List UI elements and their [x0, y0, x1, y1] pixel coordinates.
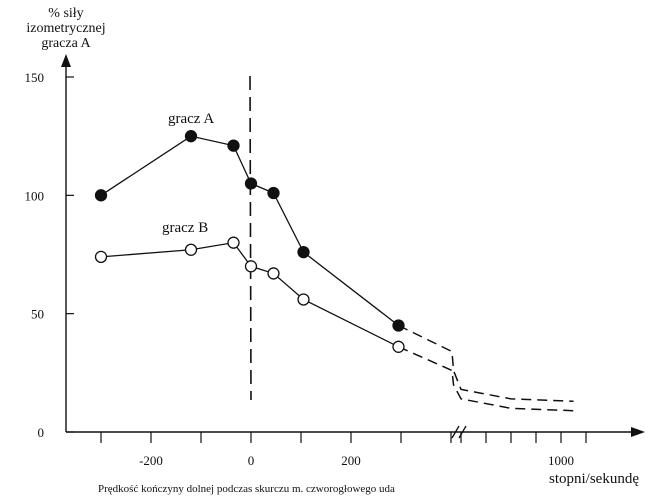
series-label-gracz-b: gracz B [162, 220, 208, 236]
x-axis-title: stopni/sekundę [549, 471, 639, 487]
x-ticks: -200 0 200 1000 [100, 432, 587, 468]
y-axis-title-line-1: % siły [48, 6, 83, 21]
y-tick-label: 0 [38, 425, 45, 440]
data-point-gracz-b [297, 293, 310, 306]
data-point-gracz-b [267, 267, 280, 280]
data-point-gracz-a [392, 319, 405, 332]
data-point-gracz-a [297, 245, 310, 259]
y-axis-title-line-2: izometrycznej [26, 21, 105, 36]
x-axis-arrow [631, 427, 645, 437]
x-tick-label: 200 [341, 453, 361, 468]
data-point-gracz-b [244, 260, 258, 273]
reference-line-zero [249, 75, 252, 401]
y-axis-arrow [61, 54, 71, 67]
y-tick-label: 150 [25, 70, 45, 85]
data-point-gracz-a [184, 130, 198, 143]
y-ticks: 0 50 100 150 [25, 70, 74, 440]
data-point-gracz-b [392, 340, 405, 353]
y-tick-label: 100 [25, 188, 45, 203]
data-point-gracz-a [94, 189, 108, 202]
x-tick-label: -200 [139, 453, 163, 468]
data-point-gracz-b [227, 236, 240, 249]
y-tick-label: 50 [31, 307, 44, 322]
series-line-gracz-b [100, 241, 399, 348]
series-extrapolation-gracz-a [398, 324, 574, 402]
data-point-gracz-a [267, 186, 280, 200]
series-group [94, 130, 574, 412]
x-axis-break [451, 425, 467, 439]
series-label-gracz-a: gracz A [168, 111, 214, 127]
data-point-gracz-a [244, 177, 258, 190]
data-point-gracz-a [227, 139, 240, 152]
x-tick-label: 1000 [548, 453, 574, 468]
y-axis-title-line-3: gracza A [41, 36, 91, 51]
data-point-gracz-b [94, 250, 108, 264]
data-point-gracz-b [184, 243, 198, 256]
chart-caption: Prędkość kończyny dolnej podczas skurczu… [98, 483, 395, 495]
x-tick-label: 0 [248, 453, 255, 468]
series-extrapolation-gracz-b [398, 346, 574, 412]
